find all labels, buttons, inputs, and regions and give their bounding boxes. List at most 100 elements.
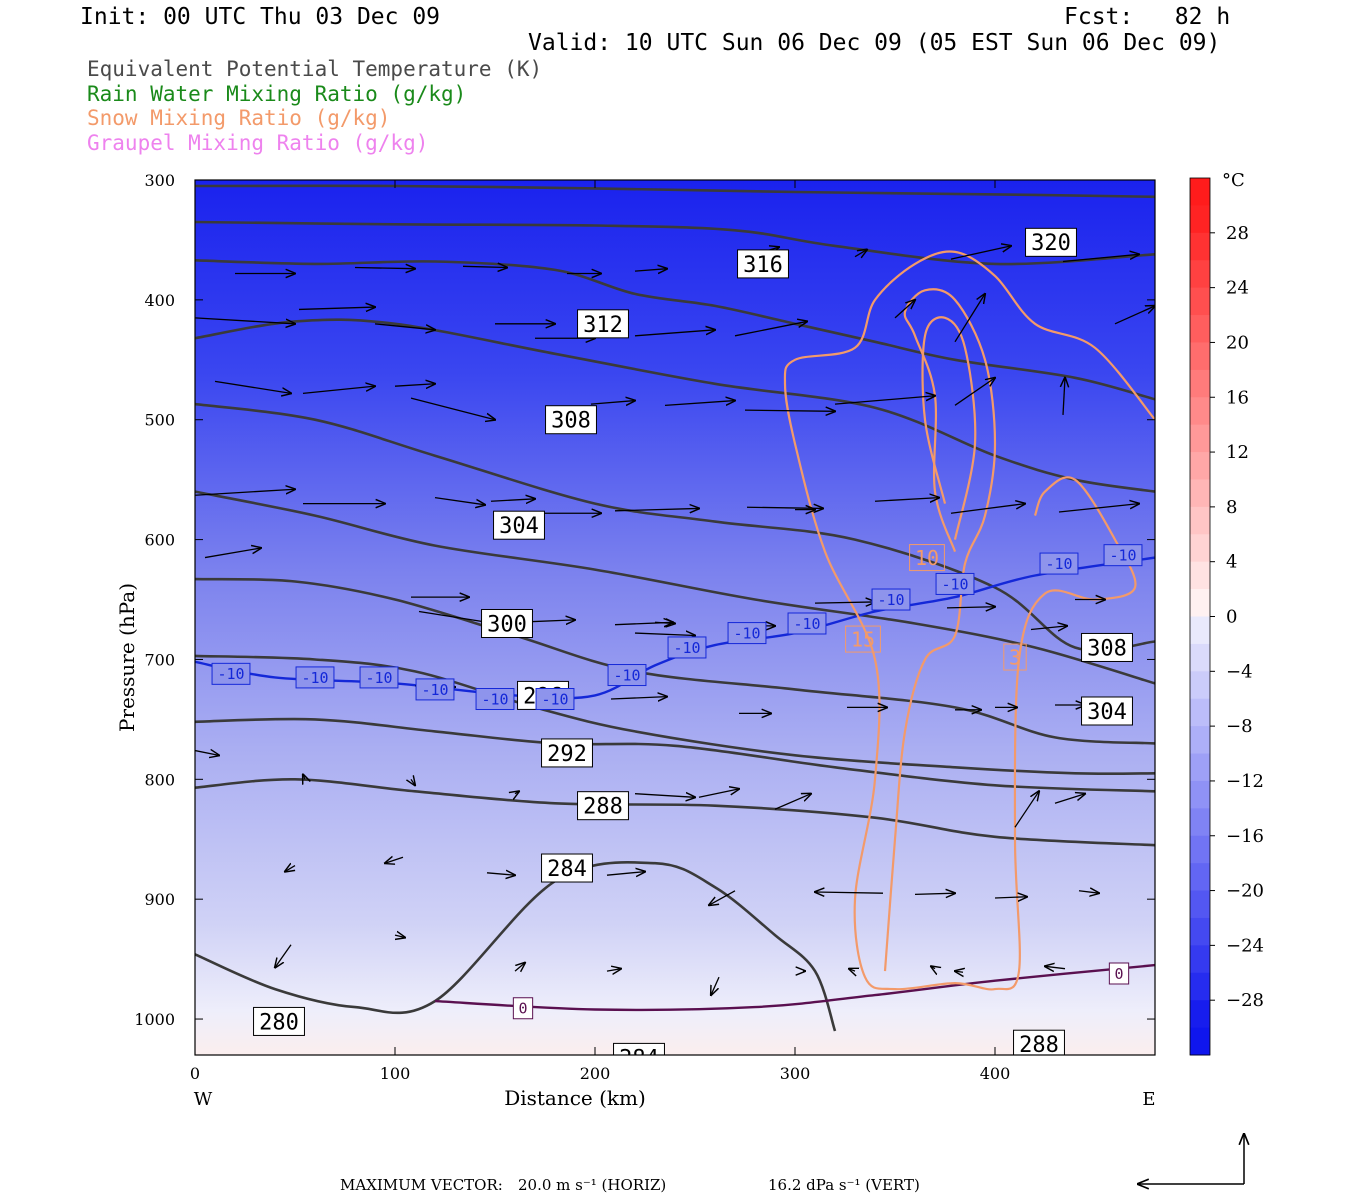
contour-label-box <box>535 688 575 711</box>
temperature-colorbar: 28 24 20 16 12 8 4 0 −4 −8 −12 −16 −20 −24 −28 °C <box>1189 170 1264 1056</box>
wind-vector <box>774 794 811 810</box>
colorbar-segment <box>1190 506 1210 535</box>
contour-label: -10 <box>541 690 568 708</box>
wind-vector <box>606 969 621 971</box>
contour-label-box <box>1081 696 1133 726</box>
contour-label-box <box>845 625 881 653</box>
colorbar-tick-label: −8 <box>1226 716 1253 737</box>
colorbar-segment <box>1190 643 1210 672</box>
contour-label: 308 <box>551 409 591 434</box>
colorbar-tick-label: −12 <box>1226 771 1264 792</box>
colorbar-segment <box>1190 479 1210 508</box>
colorbar-segment <box>1190 835 1210 864</box>
y-axis-title: Pressure (hPa) <box>115 583 139 732</box>
colorbar-tick-label: 4 <box>1226 552 1237 573</box>
y-tick-label: 700 <box>144 650 175 669</box>
colorbar-segment <box>1190 1000 1210 1029</box>
theta-e-contour-316 <box>195 220 1155 266</box>
wind-vector <box>874 498 939 502</box>
contour-label-box <box>1003 643 1027 671</box>
wind-vector <box>1063 378 1065 415</box>
y-tick-label: 400 <box>144 291 175 310</box>
colorbar-segment <box>1190 890 1210 919</box>
colorbar-tick-label: 8 <box>1226 497 1237 518</box>
wind-vector <box>195 317 295 324</box>
contour-label-box <box>253 1006 305 1036</box>
valid-time: Valid: 10 UTC Sun 06 Dec 09 (05 EST Sun … <box>528 30 1221 56</box>
contour-label-box <box>211 662 251 685</box>
wind-vector <box>374 323 435 330</box>
wind-vector <box>994 897 1027 898</box>
colorbar-segment <box>1190 342 1210 371</box>
colorbar-tick-label: 28 <box>1226 223 1249 244</box>
contour-label-box <box>415 678 455 701</box>
temp-contour-0 <box>434 963 1155 1012</box>
wind-vector <box>462 266 507 267</box>
forecast-hour: Fcst: 82 h <box>1064 4 1231 30</box>
contour-label: -10 <box>481 690 508 708</box>
wind-vector <box>490 499 535 501</box>
colorbar-segment <box>1190 260 1210 289</box>
contour-label-box <box>475 688 515 711</box>
wind-vector <box>744 410 835 411</box>
colorbar-segment <box>1190 232 1210 261</box>
wind-vector <box>955 971 963 972</box>
contour-label-box <box>359 666 399 689</box>
colorbar-segment <box>1190 589 1210 617</box>
wind-vector <box>634 330 715 337</box>
colorbar-segment <box>1190 561 1210 590</box>
wind-vector <box>849 969 855 971</box>
field-rain-label: Rain Water Mixing Ratio (g/kg) <box>87 82 467 106</box>
field-snow-label: Snow Mixing Ratio (g/kg) <box>87 106 391 130</box>
wind-vector <box>711 976 720 995</box>
colorbar-segment <box>1190 178 1210 206</box>
wind-vector <box>931 966 935 968</box>
contour-label: -10 <box>217 665 244 683</box>
contour-label-box <box>737 249 789 279</box>
wind-vector <box>394 384 435 386</box>
contour-label-box <box>935 572 975 595</box>
wind-vector <box>634 269 667 271</box>
contour-label-box <box>295 666 335 689</box>
temperature-shading <box>195 180 1155 1055</box>
wind-vector <box>698 789 739 798</box>
contour-label: 316 <box>743 253 783 278</box>
init-time: Init: 00 UTC Thu 03 Dec 09 <box>80 4 441 30</box>
contour-label-box <box>1081 632 1133 662</box>
contour-label: 312 <box>583 313 623 338</box>
plot-clip-group: 3203163123083043002962922882842802842883… <box>195 180 1155 1055</box>
wind-vector <box>195 751 219 756</box>
colorbar-unit: °C <box>1222 170 1245 191</box>
x-tick-label: 200 <box>580 1064 611 1083</box>
colorbar-tick-label: −28 <box>1226 990 1264 1011</box>
colorbar-segment <box>1190 863 1210 892</box>
contour-label: 288 <box>583 795 623 820</box>
x-tick-label: 300 <box>780 1064 811 1083</box>
colorbar-tick-label: 16 <box>1226 387 1249 408</box>
wind-vector <box>303 775 305 780</box>
wind-vector <box>950 246 1011 260</box>
theta-e-contour-284 <box>195 777 1155 847</box>
x-tick-label: 400 <box>980 1064 1011 1083</box>
x-axis-title: Distance (km) <box>504 1086 646 1110</box>
wind-vector <box>606 872 645 876</box>
y-tick-label: 600 <box>144 531 175 550</box>
contour-label-box <box>541 853 593 883</box>
contour-label: 304 <box>1087 700 1127 725</box>
colorbar-segment <box>1190 698 1210 727</box>
wind-vector <box>275 944 292 968</box>
wind-vector <box>734 321 807 337</box>
contour-label: -10 <box>877 591 904 609</box>
theta-e-contour-292 <box>195 654 1155 776</box>
colorbar-segment <box>1190 753 1210 782</box>
colorbar-segment <box>1190 616 1210 645</box>
contour-label: 0 <box>518 1000 527 1018</box>
wind-vector <box>654 622 675 623</box>
contour-label: 300 <box>487 612 527 637</box>
wind-vector <box>385 857 404 863</box>
colorbar-segment <box>1190 945 1210 974</box>
colorbar-tick-label: 12 <box>1226 442 1249 463</box>
colorbar-segment <box>1190 671 1210 700</box>
contour-label-box <box>545 405 597 435</box>
